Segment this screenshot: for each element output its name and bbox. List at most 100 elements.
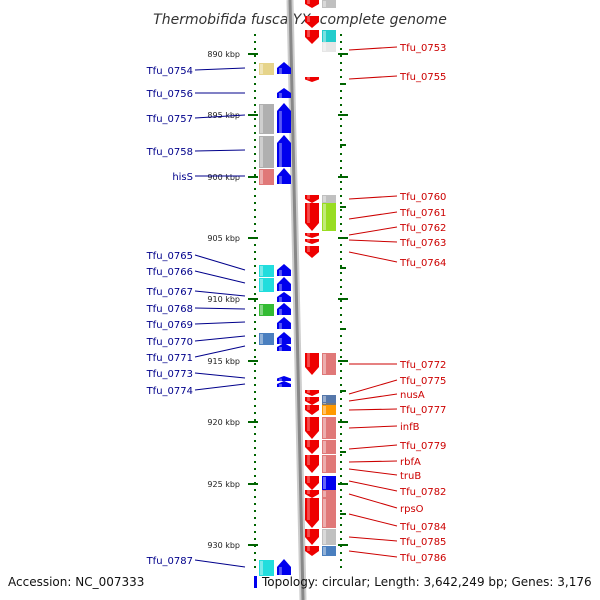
scale-dot <box>254 293 256 295</box>
scale-dot <box>254 335 256 337</box>
scale-dot <box>340 48 342 50</box>
scale-dot <box>340 244 342 246</box>
arrow-highlight <box>307 546 310 551</box>
scale-tick-label: 905 kbp <box>207 234 240 243</box>
arrow-highlight <box>279 384 282 387</box>
forward-gene-arrow <box>277 135 291 167</box>
scale-dot <box>340 531 342 533</box>
scale-dot <box>254 447 256 449</box>
scale-minor-tick <box>340 206 346 208</box>
scale-dot <box>254 265 256 267</box>
reverse-gene-arrow <box>305 440 319 454</box>
scale-minor-tick <box>340 267 346 269</box>
scale-dot <box>340 258 342 260</box>
scale-dot <box>340 475 342 477</box>
scale-dot <box>340 209 342 211</box>
arrow-highlight <box>279 270 282 276</box>
scale-dot <box>254 489 256 491</box>
scale-dot <box>340 139 342 141</box>
box-highlight <box>323 43 326 51</box>
scale-dot <box>254 517 256 519</box>
right-leader-line <box>348 379 398 395</box>
scale-major-tick <box>338 298 348 300</box>
scale-dot <box>254 48 256 50</box>
arrow-highlight <box>307 203 310 223</box>
box-highlight <box>260 170 263 184</box>
scale-minor-tick <box>340 451 346 453</box>
scale-dot <box>340 146 342 148</box>
forward-gene-arrow <box>277 168 291 184</box>
reverse-gene-arrow <box>305 498 319 528</box>
scale-dot <box>340 461 342 463</box>
left-gene-label: Tfu_0754 <box>146 66 193 77</box>
scale-dot <box>340 524 342 526</box>
left-leader-line <box>194 383 246 391</box>
right-gene-label: Tfu_0777 <box>399 405 446 416</box>
arrow-highlight <box>279 111 282 133</box>
scale-dot <box>340 321 342 323</box>
scale-dot <box>340 174 342 176</box>
right-gene-label: Tfu_0782 <box>399 487 446 498</box>
scale-dot <box>254 83 256 85</box>
box-highlight <box>323 196 326 202</box>
reverse-gene-arrow <box>305 239 319 244</box>
scale-dot <box>254 146 256 148</box>
reverse-gene-arrow <box>305 405 319 415</box>
left-gene-label: Tfu_0756 <box>146 89 193 100</box>
scale-dot <box>254 209 256 211</box>
gene-color-box <box>322 203 336 231</box>
scale-major-tick <box>338 360 348 362</box>
box-highlight <box>260 266 263 276</box>
gene-color-box <box>322 417 336 439</box>
left-leader-line <box>194 321 246 325</box>
legend-marker <box>254 576 257 588</box>
arrow-highlight <box>279 338 282 344</box>
box-highlight <box>323 1 326 7</box>
scale-dot <box>254 286 256 288</box>
right-leader-line <box>348 75 398 80</box>
arrow-highlight <box>279 378 282 381</box>
forward-gene-arrow <box>277 317 291 329</box>
feature-layer <box>259 0 336 576</box>
left-gene-label: Tfu_0787 <box>146 556 193 567</box>
arrow-highlight <box>307 397 310 401</box>
scale-dot <box>254 55 256 57</box>
reverse-gene-arrow <box>305 16 319 28</box>
scale-major-tick <box>338 544 348 546</box>
gene-color-box <box>322 395 336 403</box>
arrow-highlight <box>307 390 310 393</box>
scale-dot <box>340 447 342 449</box>
scale-major-tick <box>338 237 348 239</box>
arrow-highlight <box>279 347 282 351</box>
forward-gene-arrow <box>277 264 291 276</box>
gene-color-box <box>322 498 336 528</box>
reverse-gene-arrow <box>305 390 319 396</box>
scale-dot <box>340 111 342 113</box>
forward-gene-arrow <box>277 343 291 351</box>
forward-gene-arrow <box>277 381 291 387</box>
left-leader-line <box>194 67 246 71</box>
scale-dot <box>340 496 342 498</box>
scale-dot <box>340 69 342 71</box>
scale-major-tick <box>248 544 258 546</box>
right-gene-label: Tfu_0755 <box>399 72 446 83</box>
gene-color-box <box>259 304 274 316</box>
forward-gene-arrow <box>277 62 291 74</box>
scale-dot <box>254 321 256 323</box>
forward-gene-arrow <box>277 332 291 344</box>
box-highlight <box>323 456 326 472</box>
right-gene-label: truB <box>400 471 421 482</box>
scale-dot <box>254 216 256 218</box>
scale-major-tick <box>248 114 258 116</box>
scale-dot <box>340 76 342 78</box>
scale-dot <box>340 503 342 505</box>
scale-dot <box>340 195 342 197</box>
left-leader-line <box>194 335 246 342</box>
arrow-highlight <box>307 490 310 494</box>
arrow-highlight <box>279 93 282 98</box>
scale-dot <box>340 293 342 295</box>
gene-color-box <box>322 490 336 498</box>
scale-dot <box>340 384 342 386</box>
scale-major-tick <box>248 360 258 362</box>
